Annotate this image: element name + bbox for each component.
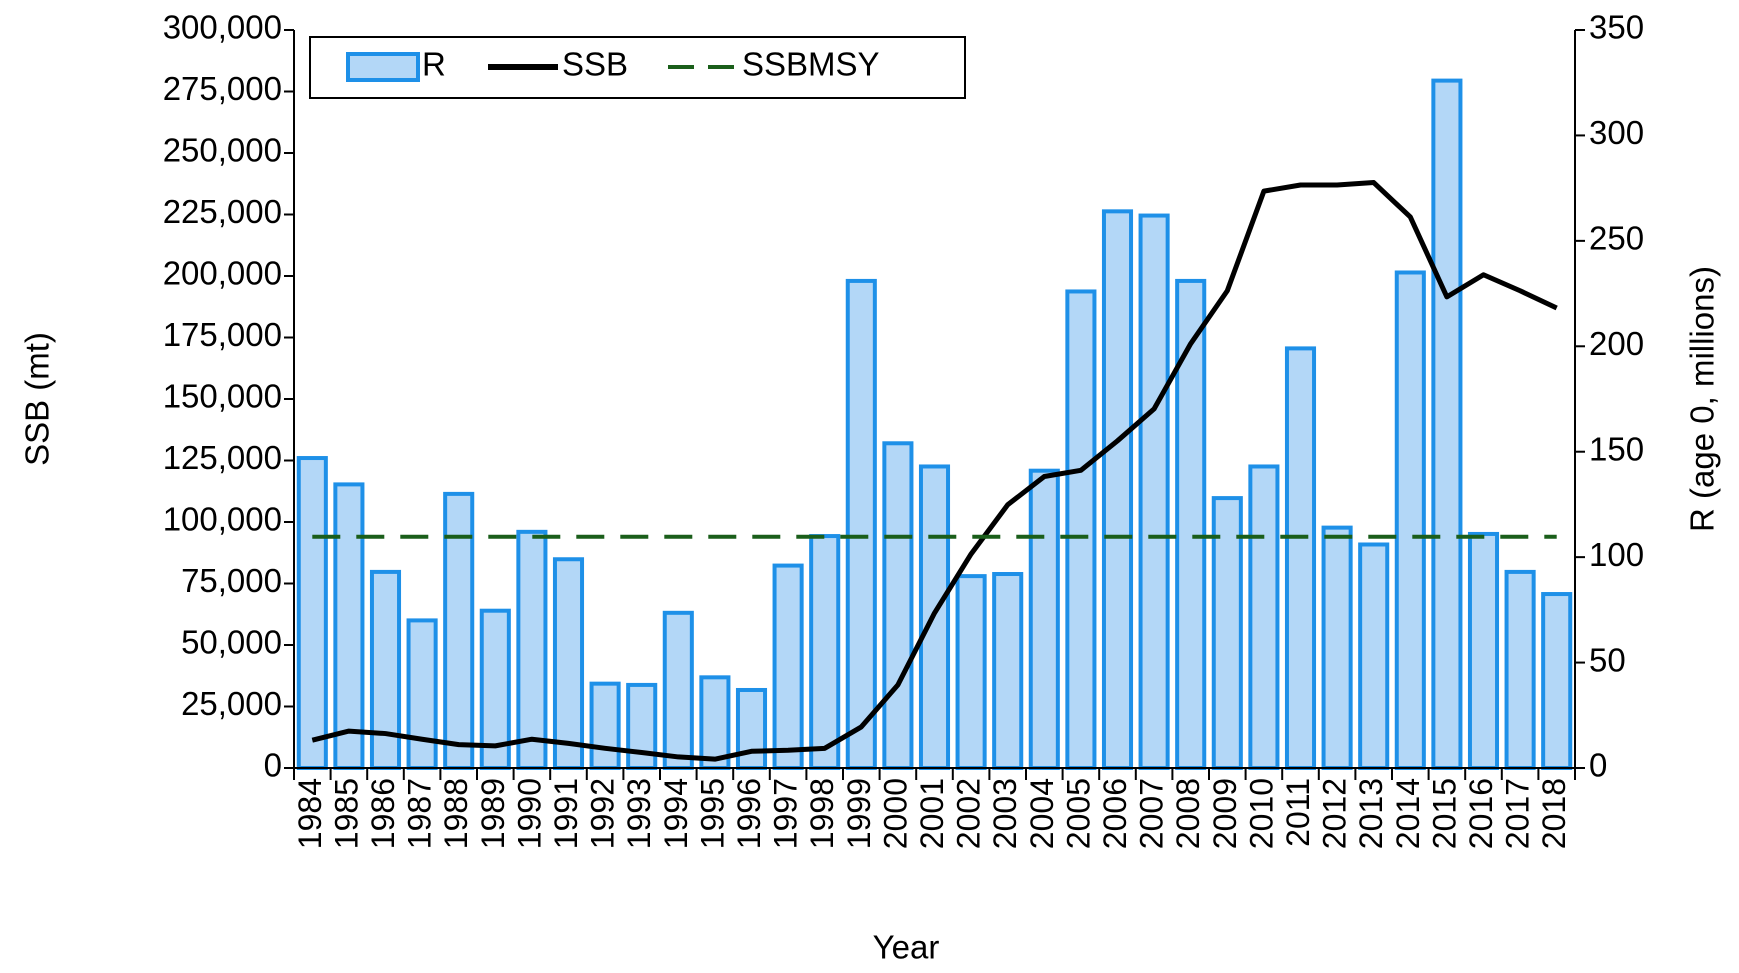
bar [1431,78,1463,770]
x-tick-label: 2013 [1353,778,1389,849]
y-tick-label: 175,000 [163,316,282,353]
bar [1284,346,1317,770]
y-tick-label: 200,000 [163,255,282,292]
bar [1065,289,1097,770]
bar [516,529,548,771]
x-tick-label: 1990 [511,778,547,849]
bar [955,574,987,770]
x-tick-label: 1995 [694,778,730,849]
y2-axis-title: R (age 0, millions) [1684,266,1721,532]
x-tick-label: 2003 [987,778,1023,849]
bar [845,278,877,770]
y-tick-label: 100,000 [163,501,282,538]
y2-tick-label: 250 [1589,220,1644,257]
y2-tick-label: 0 [1589,747,1607,784]
x-tick-label: 1985 [328,778,364,849]
x-tick-label: 2014 [1390,778,1426,849]
x-axis-title: Year [873,929,940,966]
legend-swatch [346,52,420,82]
y-tick-label: 300,000 [163,9,282,46]
y-tick-label: 275,000 [163,70,282,107]
x-tick-label: 2016 [1463,778,1499,849]
bar [552,557,585,770]
x-tick-label: 1991 [548,778,584,849]
bar [1028,468,1060,770]
y-tick-label: 75,000 [181,562,282,599]
y2-tick-label: 350 [1589,9,1644,46]
x-tick-label: 1986 [365,778,401,849]
x-tick-label: 1988 [438,778,474,849]
bar [333,482,365,770]
bar [1358,542,1390,771]
x-tick-label: 1999 [841,778,877,849]
legend-label: SSBMSY [742,46,880,83]
x-tick-label: 2004 [1024,778,1060,849]
x-tick-label: 1989 [475,778,511,849]
line [311,180,1558,762]
x-tick-label: 2012 [1317,778,1353,849]
bar [369,569,402,770]
bar [1541,592,1573,770]
bar [735,687,768,770]
x-tick-label: 1984 [292,778,328,849]
x-tick-label: 2010 [1243,778,1279,849]
bar [809,534,841,770]
x-tick-label: 2005 [1060,778,1096,849]
x-tick-label: 1993 [621,778,657,849]
bar [1175,278,1207,770]
x-tick-label: 1996 [731,778,767,849]
x-tick-label: 1987 [402,778,438,849]
x-tick-label: 2017 [1500,778,1536,849]
y2-tick-label: 150 [1589,430,1644,467]
bar [1101,209,1134,770]
bar [992,572,1024,770]
x-tick-label: 2000 [877,778,913,849]
y-tick-label: 25,000 [181,685,282,722]
bar [406,618,438,771]
legend-label: R [422,46,446,83]
bar [1394,270,1426,770]
y-axis-title: SSB (mt) [19,332,56,466]
x-tick-label: 1998 [804,778,840,849]
x-tick-label: 1997 [768,778,804,849]
y2-tick-label: 50 [1589,641,1626,678]
y-tick-label: 125,000 [163,439,282,476]
y2-tick-label: 100 [1589,536,1644,573]
x-tick-label: 2009 [1207,778,1243,849]
bar [772,563,804,770]
bar [1138,213,1170,771]
x-tick-label: 2006 [1097,778,1133,849]
y-tick-label: 0 [264,747,282,784]
y-tick-label: 225,000 [163,193,282,230]
x-tick-label: 2018 [1536,778,1572,849]
x-tick-label: 2001 [914,778,950,849]
y2-tick-label: 200 [1589,325,1644,362]
bar [589,681,621,771]
x-tick-label: 2007 [1134,778,1170,849]
y2-tick-label: 300 [1589,114,1644,151]
bar [296,456,328,770]
bar [882,441,914,770]
legend: R SSB SSBMSY [309,36,966,99]
y-tick-label: 150,000 [163,378,282,415]
x-tick-label: 2008 [1170,778,1206,849]
bar [699,675,731,770]
bar [1504,569,1536,770]
bar [1321,525,1353,770]
bar [1467,531,1500,770]
bar [1248,464,1280,770]
x-tick-label: 2011 [1280,778,1316,847]
x-tick-label: 1994 [658,778,694,849]
y-tick-label: 50,000 [181,624,282,661]
y-tick-label: 250,000 [163,132,282,169]
bar [662,610,694,770]
x-tick-label: 2015 [1426,778,1462,849]
x-tick-label: 2002 [951,778,987,849]
x-tick-label: 1992 [585,778,621,849]
legend-label: SSB [562,46,628,83]
